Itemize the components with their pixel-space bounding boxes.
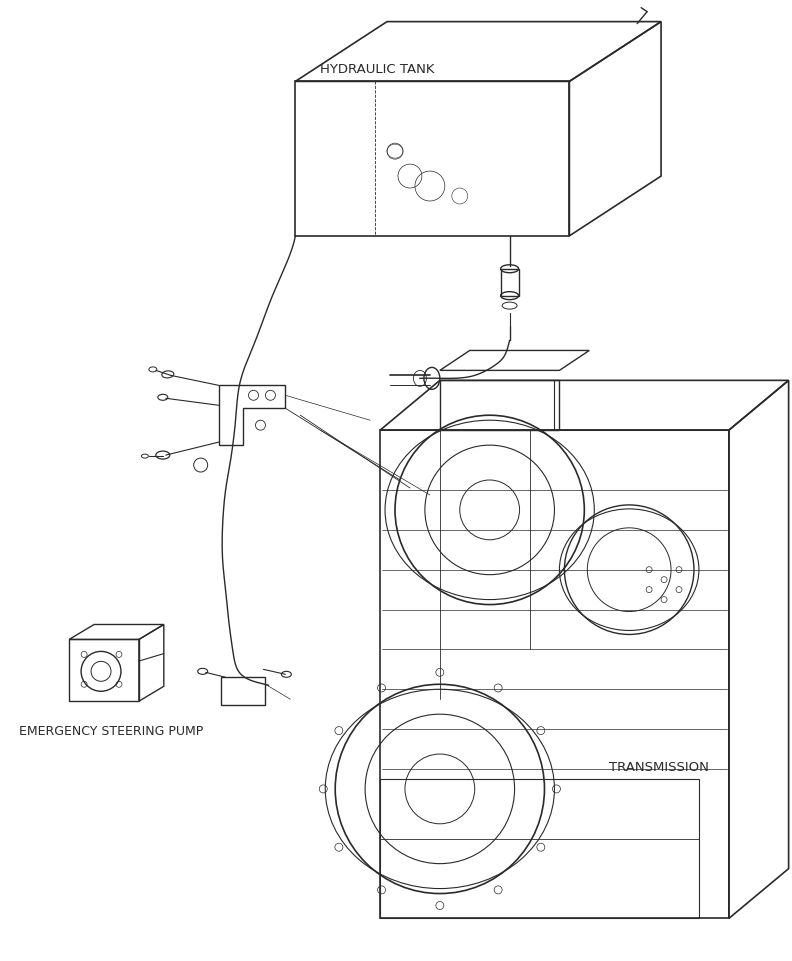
Text: TRANSMISSION: TRANSMISSION bbox=[609, 761, 709, 774]
Text: EMERGENCY STEERING PUMP: EMERGENCY STEERING PUMP bbox=[19, 726, 204, 738]
Text: HYDRAULIC TANK: HYDRAULIC TANK bbox=[320, 63, 435, 77]
